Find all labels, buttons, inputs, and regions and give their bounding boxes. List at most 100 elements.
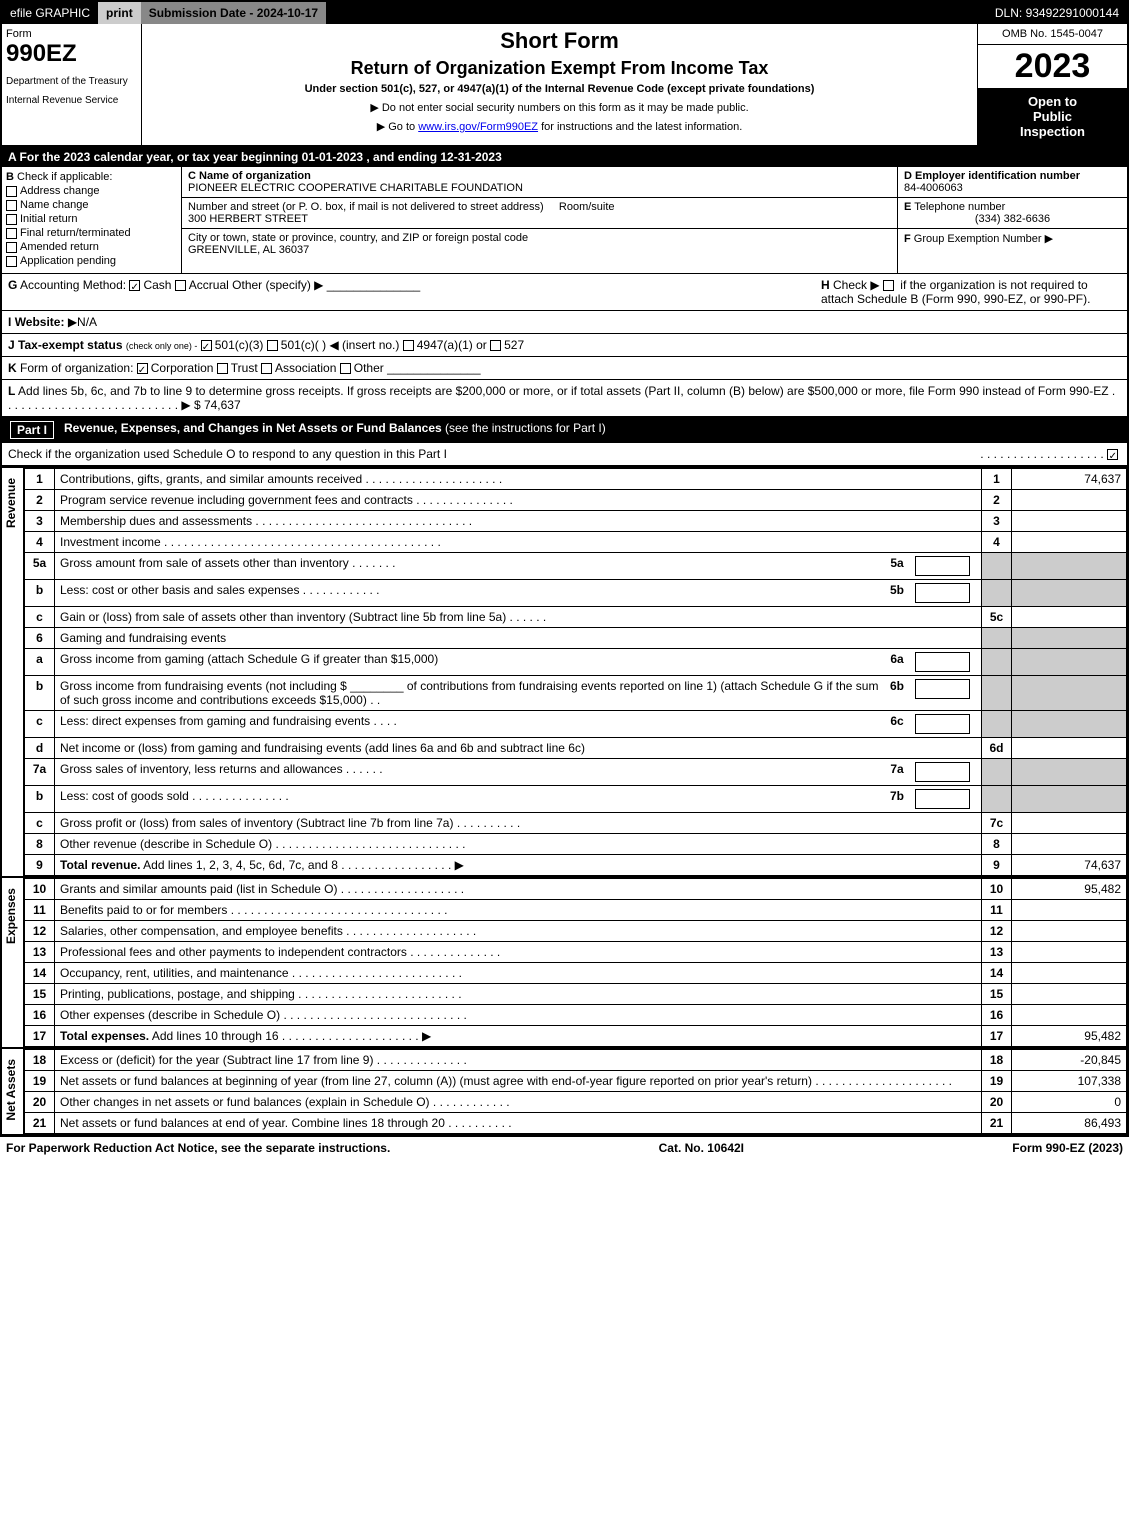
revenue-section: Revenue 1Contributions, gifts, grants, a… <box>2 466 1127 876</box>
amt-1: 74,637 <box>1012 469 1127 490</box>
ein: 84-4006063 <box>904 182 963 194</box>
header-left: Form 990EZ Department of the Treasury In… <box>2 24 142 145</box>
line-2: 2Program service revenue including gover… <box>25 490 1127 511</box>
line-1: 1Contributions, gifts, grants, and simil… <box>25 469 1127 490</box>
revenue-vlabel: Revenue <box>2 468 24 876</box>
line-6: 6Gaming and fundraising events <box>25 628 1127 649</box>
section-k: K Form of organization: Corporation Trus… <box>2 357 1127 380</box>
section-b: B Check if applicable: Address change Na… <box>2 167 182 273</box>
section-j: J Tax-exempt status (check only one) - 5… <box>2 334 1127 357</box>
line-12: 12Salaries, other compensation, and empl… <box>25 921 1127 942</box>
line-16: 16Other expenses (describe in Schedule O… <box>25 1005 1127 1026</box>
phone: (334) 382-6636 <box>904 213 1121 225</box>
print-button[interactable]: print <box>98 2 141 24</box>
check-initial-return[interactable]: Initial return <box>6 213 177 225</box>
phone-row: E Telephone number (334) 382-6636 <box>898 198 1127 229</box>
page-footer: For Paperwork Reduction Act Notice, see … <box>0 1136 1129 1159</box>
line-7c: cGross profit or (loss) from sales of in… <box>25 813 1127 834</box>
check-final-return[interactable]: Final return/terminated <box>6 227 177 239</box>
expenses-section: Expenses 10Grants and similar amounts pa… <box>2 876 1127 1047</box>
line-5a: 5aGross amount from sale of assets other… <box>25 553 1127 580</box>
form-ref: Form 990-EZ (2023) <box>1012 1141 1123 1155</box>
line-14: 14Occupancy, rent, utilities, and mainte… <box>25 963 1127 984</box>
amt-20: 0 <box>1012 1092 1127 1113</box>
amt-17: 95,482 <box>1012 1026 1127 1047</box>
gross-receipts: $ 74,637 <box>194 398 241 412</box>
line-4: 4Investment income . . . . . . . . . . .… <box>25 532 1127 553</box>
city-row: City or town, state or province, country… <box>182 229 897 259</box>
netassets-vlabel: Net Assets <box>2 1049 24 1134</box>
form-label: Form <box>6 28 137 40</box>
group-row: F Group Exemption Number ▶ <box>898 229 1127 248</box>
amt-10: 95,482 <box>1012 879 1127 900</box>
section-l: L Add lines 5b, 6c, and 7b to line 9 to … <box>2 380 1127 417</box>
check-corporation[interactable] <box>137 363 148 374</box>
amt-2 <box>1012 490 1127 511</box>
check-501c3[interactable] <box>201 340 212 351</box>
irs-link[interactable]: www.irs.gov/Form990EZ <box>418 121 538 133</box>
check-amended[interactable]: Amended return <box>6 241 177 253</box>
expenses-table: 10Grants and similar amounts paid (list … <box>24 878 1127 1047</box>
dept-treasury: Department of the Treasury <box>6 76 137 87</box>
top-bar: efile GRAPHIC print Submission Date - 20… <box>2 2 1127 24</box>
section-c: C Name of organization PIONEER ELECTRIC … <box>182 167 897 273</box>
city-state-zip: GREENVILLE, AL 36037 <box>188 244 309 256</box>
line-9: 9Total revenue. Add lines 1, 2, 3, 4, 5c… <box>25 855 1127 876</box>
check-association[interactable] <box>261 363 272 374</box>
check-accrual[interactable] <box>175 280 186 291</box>
submission-date: Submission Date - 2024-10-17 <box>141 2 326 24</box>
header-mid: Short Form Return of Organization Exempt… <box>142 24 977 145</box>
check-trust[interactable] <box>217 363 228 374</box>
header-right: OMB No. 1545-0047 2023 Open to Public In… <box>977 24 1127 145</box>
line-6d: dNet income or (loss) from gaming and fu… <box>25 738 1127 759</box>
line-15: 15Printing, publications, postage, and s… <box>25 984 1127 1005</box>
form-container: efile GRAPHIC print Submission Date - 20… <box>0 0 1129 1136</box>
line-6a: aGross income from gaming (attach Schedu… <box>25 649 1127 676</box>
amt-9: 74,637 <box>1012 855 1127 876</box>
check-pending[interactable]: Application pending <box>6 255 177 267</box>
dept-irs: Internal Revenue Service <box>6 95 137 106</box>
ein-row: D Employer identification number 84-4006… <box>898 167 1127 198</box>
section-d: D Employer identification number 84-4006… <box>897 167 1127 273</box>
section-g-h: G Accounting Method: Cash Accrual Other … <box>2 274 1127 311</box>
line-21: 21Net assets or fund balances at end of … <box>25 1113 1127 1134</box>
check-schedule-o[interactable] <box>1107 449 1118 460</box>
paperwork-notice: For Paperwork Reduction Act Notice, see … <box>6 1141 390 1155</box>
check-other-org[interactable] <box>340 363 351 374</box>
line-6c: cLess: direct expenses from gaming and f… <box>25 711 1127 738</box>
part1-header: Part I Revenue, Expenses, and Changes in… <box>2 417 1127 443</box>
line-13: 13Professional fees and other payments t… <box>25 942 1127 963</box>
amt-19: 107,338 <box>1012 1071 1127 1092</box>
info-grid: B Check if applicable: Address change Na… <box>2 167 1127 274</box>
note-ssn: Do not enter social security numbers on … <box>146 101 973 114</box>
line-7a: 7aGross sales of inventory, less returns… <box>25 759 1127 786</box>
title-return: Return of Organization Exempt From Incom… <box>146 58 973 79</box>
tax-year: 2023 <box>978 45 1127 88</box>
line-5b: bLess: cost or other basis and sales exp… <box>25 580 1127 607</box>
check-cash[interactable] <box>129 280 140 291</box>
netassets-table: 18Excess or (deficit) for the year (Subt… <box>24 1049 1127 1134</box>
section-i: I Website: ▶N/A <box>2 311 1127 334</box>
street-address: 300 HERBERT STREET <box>188 213 308 225</box>
org-name: PIONEER ELECTRIC COOPERATIVE CHARITABLE … <box>188 182 523 194</box>
line-11: 11Benefits paid to or for members . . . … <box>25 900 1127 921</box>
check-501c[interactable] <box>267 340 278 351</box>
netassets-section: Net Assets 18Excess or (deficit) for the… <box>2 1047 1127 1134</box>
form-number: 990EZ <box>6 40 137 68</box>
check-4947[interactable] <box>403 340 414 351</box>
org-name-row: C Name of organization PIONEER ELECTRIC … <box>182 167 897 198</box>
line-18: 18Excess or (deficit) for the year (Subt… <box>25 1050 1127 1071</box>
line-8: 8Other revenue (describe in Schedule O) … <box>25 834 1127 855</box>
check-name-change[interactable]: Name change <box>6 199 177 211</box>
expenses-vlabel: Expenses <box>2 878 24 1047</box>
line-19: 19Net assets or fund balances at beginni… <box>25 1071 1127 1092</box>
title-short-form: Short Form <box>146 28 973 54</box>
part1-check-line: Check if the organization used Schedule … <box>2 443 1127 466</box>
website: N/A <box>77 315 97 329</box>
check-527[interactable] <box>490 340 501 351</box>
check-address-change[interactable]: Address change <box>6 185 177 197</box>
line-5c: cGain or (loss) from sale of assets othe… <box>25 607 1127 628</box>
line-10: 10Grants and similar amounts paid (list … <box>25 879 1127 900</box>
check-schedule-b[interactable] <box>883 280 894 291</box>
line-17: 17Total expenses. Add lines 10 through 1… <box>25 1026 1127 1047</box>
